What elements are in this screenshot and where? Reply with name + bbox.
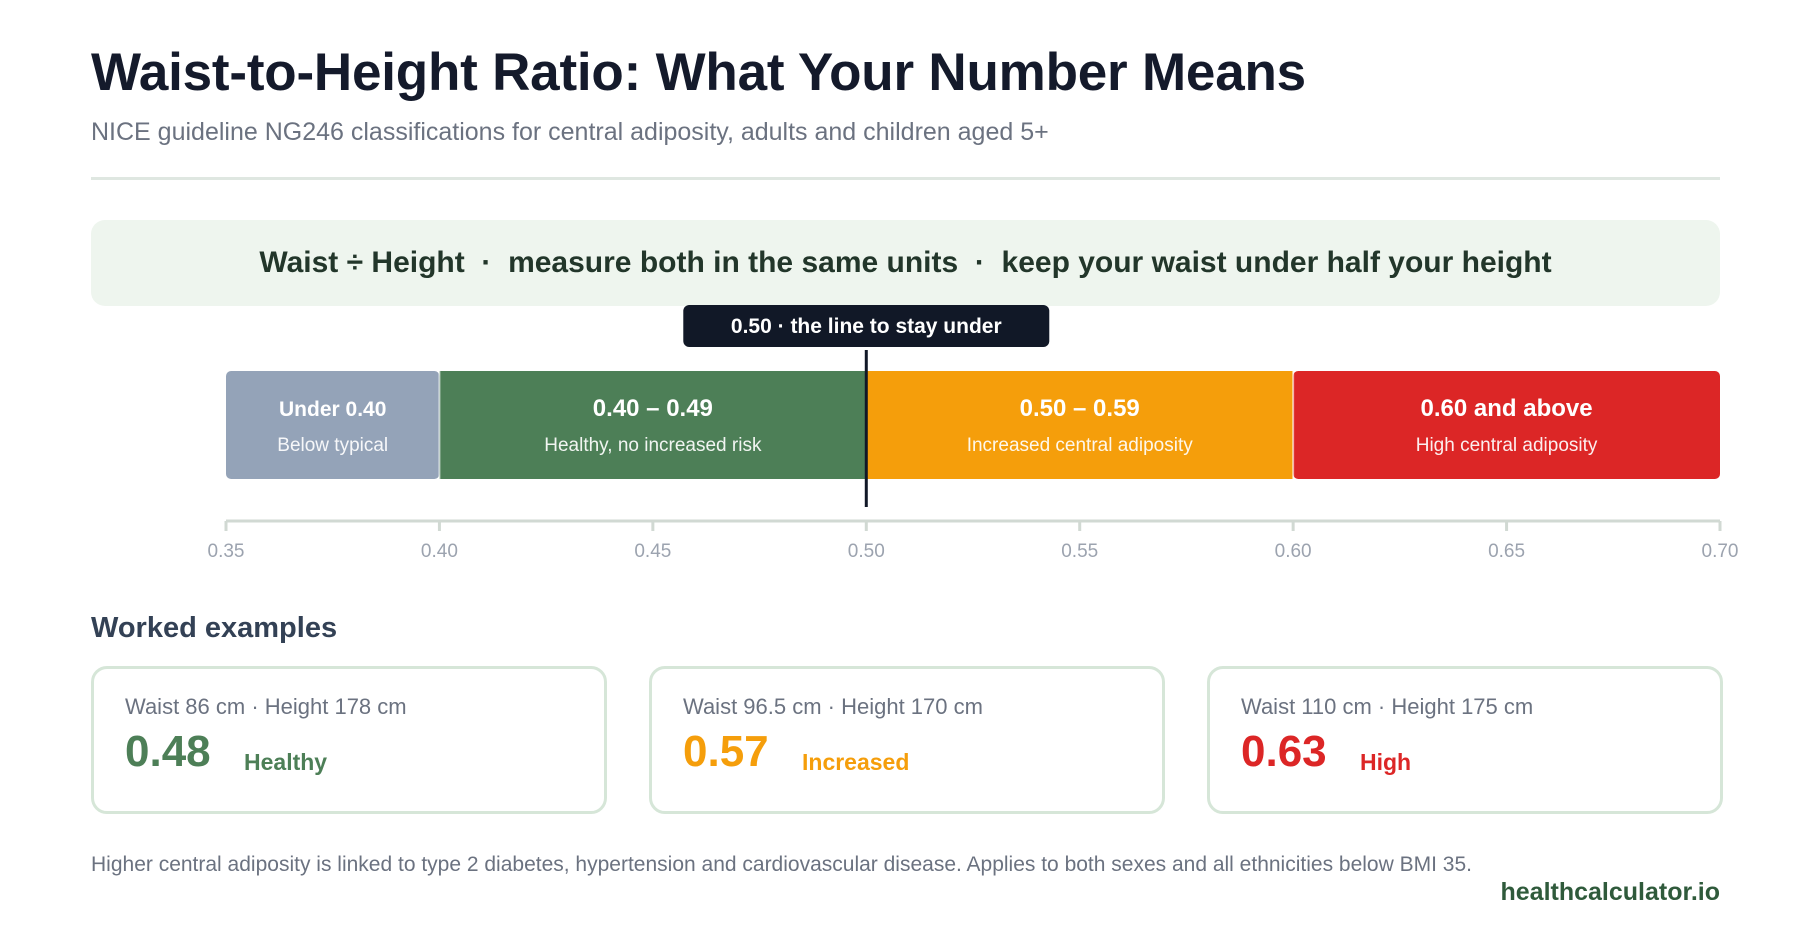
example-ratio: 0.63	[1241, 727, 1327, 776]
brand-logo-text: healthcalculator.io	[1500, 878, 1720, 906]
segment-label: 0.40 – 0.49	[593, 395, 713, 422]
example-inputs: Waist 86 cm · Height 178 cm	[125, 694, 407, 719]
segment-description: Below typical	[277, 435, 388, 456]
segment-0	[226, 371, 440, 479]
threshold-label: 0.50 · the line to stay under	[731, 315, 1002, 338]
example-category: High	[1360, 749, 1412, 775]
segment-description: Increased central adiposity	[967, 435, 1194, 456]
ratio-scale-chart: Under 0.40 Below typical 0.40 – 0.49 Health…	[0, 300, 1800, 580]
examples-cards: Waist 86 cm · Height 178 cm 0.48 Healthy…	[91, 666, 1723, 814]
x-tick-label: 0.70	[1702, 541, 1739, 562]
footnote: Higher central adiposity is linked to ty…	[91, 853, 1472, 876]
segment-1	[439, 371, 867, 479]
threshold-callout	[683, 305, 1050, 347]
segment-divider	[438, 371, 441, 479]
example-card-healthy: Waist 86 cm · Height 178 cm 0.48 Healthy	[91, 666, 607, 814]
segment-label: 0.60 and above	[1421, 395, 1593, 422]
header-divider	[91, 177, 1720, 180]
ratio-scale-svg: Under 0.40 Below typical 0.40 – 0.49 Health…	[208, 305, 1739, 562]
example-card-high: Waist 110 cm · Height 175 cm 0.63 High	[1207, 666, 1723, 814]
x-tick-label: 0.55	[1061, 541, 1098, 562]
x-tick-label: 0.35	[208, 541, 245, 562]
example-inputs: Waist 96.5 cm · Height 170 cm	[683, 694, 983, 719]
x-tick-label: 0.65	[1488, 541, 1525, 562]
segment-description: Healthy, no increased risk	[544, 435, 762, 456]
x-tick-label: 0.40	[421, 541, 458, 562]
x-tick-label: 0.60	[1275, 541, 1312, 562]
page-title: Waist-to-Height Ratio: What Your Number …	[91, 43, 1306, 102]
example-ratio: 0.48	[125, 727, 211, 776]
examples-title: Worked examples	[91, 612, 338, 644]
x-tick-label: 0.45	[634, 541, 671, 562]
segment-description: High central adiposity	[1416, 435, 1598, 456]
example-category: Healthy	[244, 749, 328, 775]
example-inputs: Waist 110 cm · Height 175 cm	[1241, 694, 1534, 719]
example-card-increased: Waist 96.5 cm · Height 170 cm 0.57 Incre…	[649, 666, 1165, 814]
example-category: Increased	[802, 749, 910, 775]
example-ratio: 0.57	[683, 727, 769, 776]
segment-divider	[1292, 371, 1295, 479]
segment-2	[866, 371, 1294, 479]
segment-label: 0.50 – 0.59	[1020, 395, 1140, 422]
segment-3	[1293, 371, 1720, 479]
x-tick-label: 0.50	[848, 541, 885, 562]
segment-label: Under 0.40	[279, 398, 386, 421]
formula-banner: Waist ÷ Height · measure both in the sam…	[91, 220, 1720, 306]
page-subtitle: NICE guideline NG246 classifications for…	[91, 118, 1049, 146]
